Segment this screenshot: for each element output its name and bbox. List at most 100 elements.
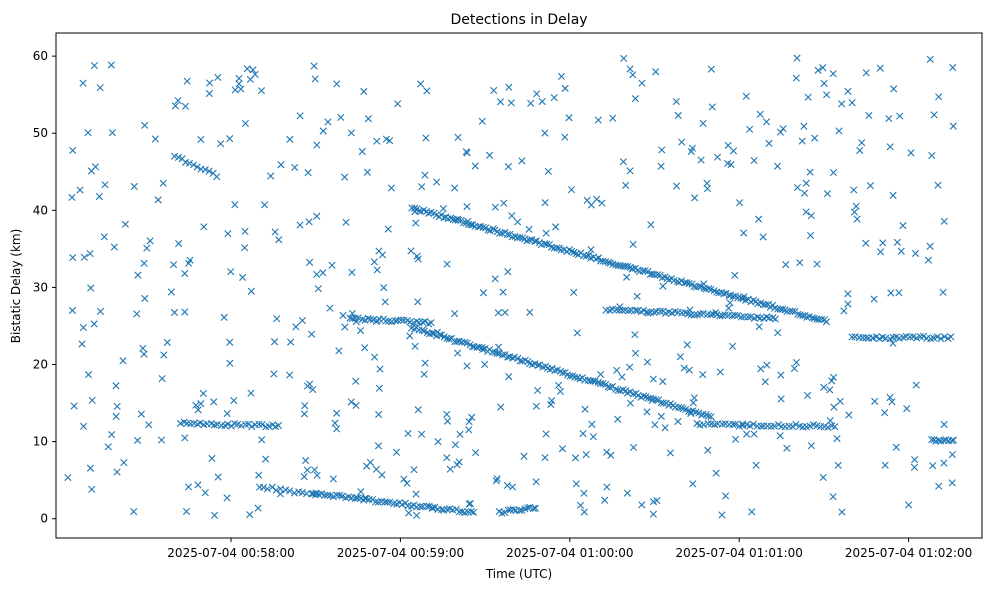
detection-marker bbox=[296, 221, 304, 229]
detection-marker bbox=[623, 273, 631, 281]
detection-marker bbox=[196, 419, 204, 427]
detection-marker bbox=[443, 410, 451, 418]
detection-marker bbox=[649, 510, 657, 518]
detection-marker bbox=[348, 268, 356, 277]
detection-marker bbox=[924, 256, 933, 264]
detection-marker bbox=[713, 153, 722, 161]
detection-marker bbox=[78, 340, 86, 348]
detection-marker bbox=[481, 360, 489, 369]
detection-marker bbox=[793, 54, 801, 62]
detection-marker bbox=[454, 133, 462, 141]
detection-marker bbox=[939, 288, 947, 296]
detection-marker bbox=[491, 275, 499, 283]
detection-marker bbox=[68, 306, 77, 315]
detection-marker bbox=[160, 351, 168, 359]
detection-marker bbox=[638, 79, 646, 87]
detection-marker bbox=[321, 491, 329, 499]
detection-marker bbox=[453, 461, 461, 469]
detection-marker bbox=[368, 495, 377, 504]
detection-marker bbox=[822, 318, 830, 326]
detection-marker bbox=[241, 119, 249, 128]
detection-marker bbox=[214, 473, 222, 481]
detection-marker bbox=[695, 282, 703, 291]
detection-marker bbox=[742, 92, 750, 100]
detection-marker bbox=[274, 421, 283, 430]
detection-marker bbox=[373, 266, 381, 274]
detection-marker bbox=[777, 395, 785, 403]
detection-marker bbox=[689, 480, 697, 488]
detection-marker bbox=[729, 147, 738, 155]
detection-marker bbox=[69, 146, 77, 154]
detection-marker bbox=[739, 421, 747, 430]
detection-marker bbox=[819, 64, 827, 72]
detection-marker bbox=[167, 288, 175, 296]
detection-marker bbox=[688, 144, 697, 152]
detection-marker bbox=[273, 315, 281, 323]
detection-marker bbox=[217, 421, 226, 430]
detection-marker bbox=[911, 456, 919, 464]
detection-marker bbox=[811, 134, 819, 142]
detection-marker bbox=[478, 117, 486, 125]
detection-marker bbox=[531, 237, 539, 245]
detection-marker bbox=[613, 366, 621, 374]
detection-marker bbox=[643, 358, 651, 366]
detection-marker bbox=[626, 388, 634, 396]
detection-marker bbox=[697, 156, 705, 164]
detection-marker bbox=[341, 173, 349, 181]
detection-marker bbox=[703, 310, 711, 319]
detection-marker bbox=[572, 480, 580, 488]
detection-marker bbox=[614, 415, 622, 423]
x-tick-label: 2025-07-04 01:01:00 bbox=[675, 546, 802, 560]
detection-marker bbox=[205, 89, 213, 98]
detection-marker bbox=[490, 86, 498, 95]
detection-marker bbox=[565, 114, 573, 122]
detection-marker bbox=[453, 215, 462, 223]
detection-marker bbox=[120, 458, 128, 467]
detection-marker bbox=[783, 444, 791, 452]
detection-marker bbox=[912, 381, 920, 389]
detection-marker bbox=[892, 443, 900, 451]
detection-marker bbox=[227, 268, 235, 276]
detection-marker bbox=[746, 422, 754, 430]
detection-marker bbox=[364, 115, 372, 123]
detection-marker bbox=[391, 317, 400, 325]
detection-marker bbox=[551, 366, 559, 375]
detection-marker bbox=[185, 259, 193, 267]
detection-marker bbox=[296, 112, 304, 120]
detection-marker bbox=[731, 271, 739, 279]
detection-marker bbox=[243, 65, 251, 73]
detection-marker bbox=[652, 68, 660, 76]
detection-marker bbox=[886, 143, 894, 151]
detection-marker bbox=[607, 451, 615, 459]
detection-marker bbox=[620, 54, 628, 63]
detection-marker bbox=[559, 369, 567, 377]
detection-marker bbox=[876, 64, 884, 72]
detection-marker bbox=[421, 317, 429, 325]
detection-marker bbox=[728, 312, 736, 320]
detection-marker bbox=[616, 303, 624, 311]
detection-marker bbox=[404, 429, 412, 437]
detection-marker bbox=[376, 365, 384, 373]
detection-marker bbox=[683, 279, 691, 287]
detection-marker bbox=[255, 471, 263, 479]
detection-marker bbox=[623, 489, 632, 497]
detection-marker bbox=[181, 269, 189, 278]
detection-marker bbox=[199, 389, 207, 398]
detection-marker bbox=[666, 449, 674, 457]
detection-marker bbox=[494, 343, 503, 351]
detection-marker bbox=[896, 112, 904, 120]
detection-marker bbox=[678, 309, 686, 317]
detection-marker bbox=[107, 61, 115, 69]
detection-marker bbox=[930, 111, 938, 119]
detection-marker bbox=[556, 387, 565, 395]
detection-marker bbox=[372, 498, 380, 506]
detection-marker bbox=[626, 363, 634, 371]
detection-marker bbox=[237, 421, 245, 430]
detection-marker bbox=[744, 313, 752, 321]
detection-marker bbox=[514, 218, 522, 226]
detection-marker bbox=[889, 333, 897, 341]
y-tick-label: 30 bbox=[33, 280, 48, 294]
detection-marker bbox=[494, 309, 502, 317]
detection-marker bbox=[580, 508, 588, 516]
detection-marker bbox=[185, 159, 194, 167]
